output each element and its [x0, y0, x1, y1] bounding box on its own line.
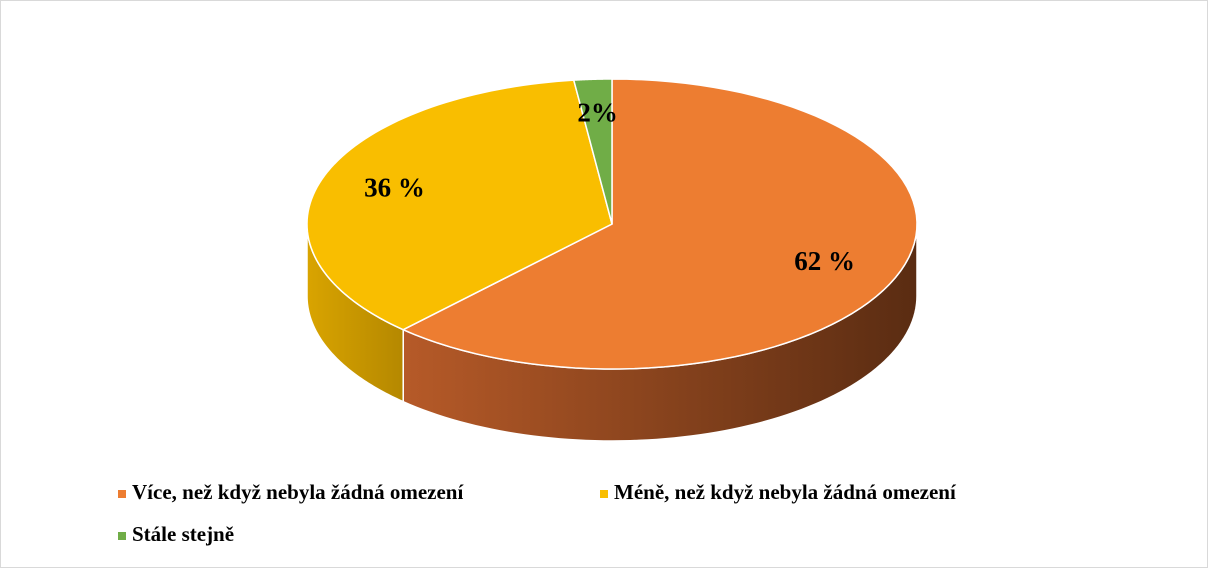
data-label: 2% — [577, 98, 618, 128]
legend-swatch — [118, 490, 126, 498]
legend-label: Stále stejně — [132, 522, 234, 546]
pie-slice — [401, 78, 918, 370]
legend-label: Méně, než když nebyla žádná omezení — [614, 480, 957, 504]
legend-label: Více, než když nebyla žádná omezení — [132, 480, 464, 504]
legend-swatch — [118, 532, 126, 540]
pie: 62 % 36 % 2% — [306, 78, 918, 442]
pie-slice — [306, 79, 613, 331]
data-label: 36 % — [364, 173, 425, 203]
legend: Více, než když nebyla žádná omezení Méně,… — [118, 480, 957, 546]
legend-swatch — [600, 490, 608, 498]
data-label: 62 % — [794, 246, 855, 276]
pie-slice — [572, 78, 613, 225]
